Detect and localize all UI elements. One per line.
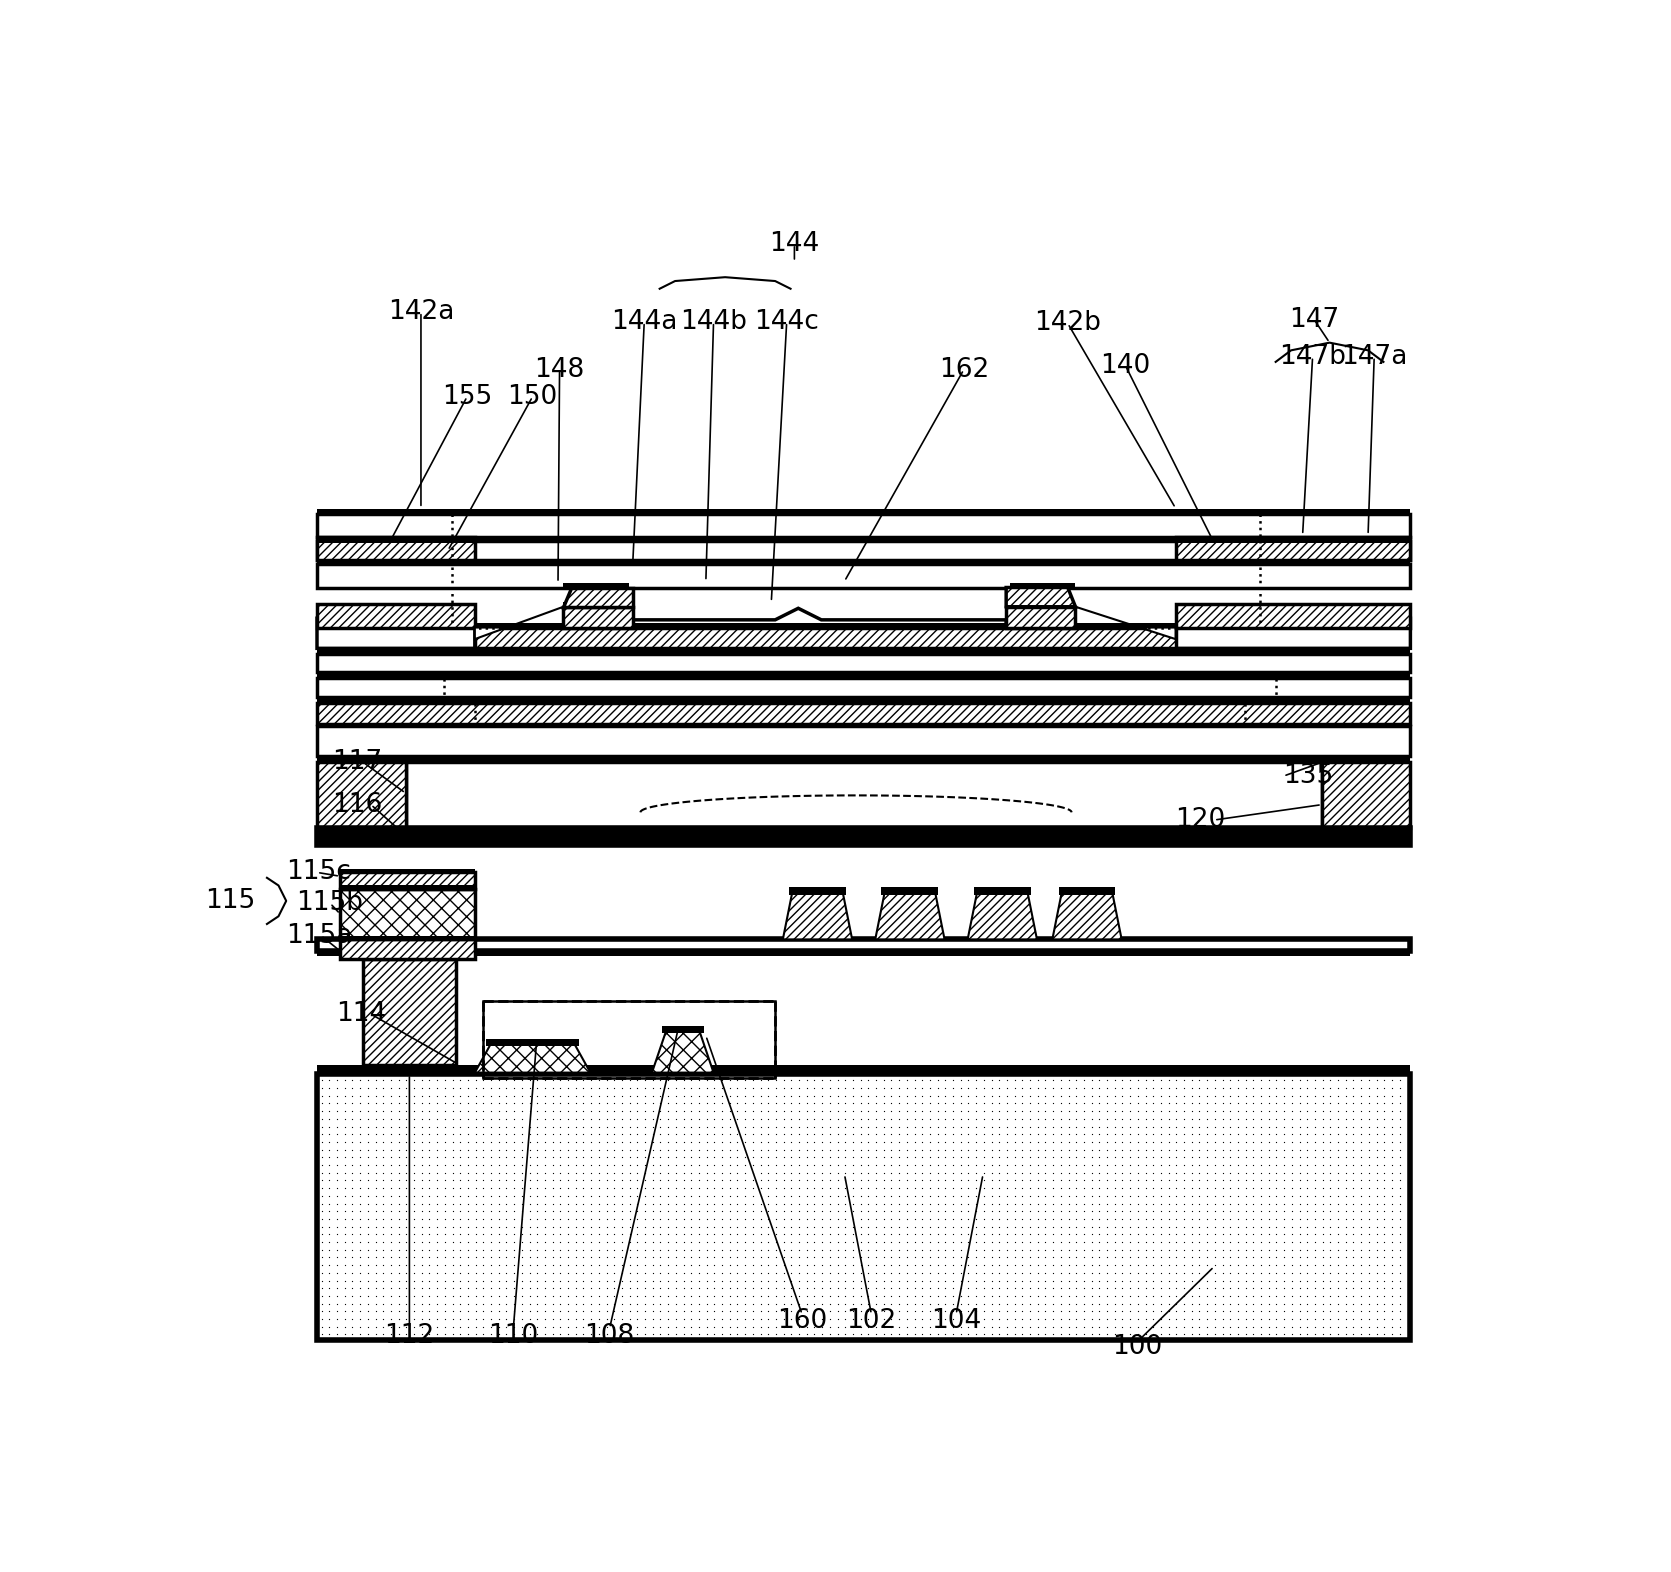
Bar [1058,887,1116,894]
Text: 115c: 115c [286,860,351,885]
Text: 147a: 147a [1342,344,1407,369]
Bar [563,583,628,588]
Text: 112: 112 [384,1324,434,1349]
Text: 144b: 144b [680,308,747,335]
Text: 115: 115 [206,888,256,913]
Bar [317,828,1410,844]
Polygon shape [475,607,563,640]
Text: 104: 104 [931,1308,981,1333]
Bar [483,1001,775,1078]
Polygon shape [475,1045,590,1072]
Polygon shape [1076,607,1176,640]
Bar [341,872,475,890]
Bar [317,560,1410,566]
Bar [1009,583,1076,588]
Text: 162: 162 [939,357,989,382]
Polygon shape [317,618,475,648]
Bar [317,541,1410,560]
Text: 150: 150 [508,384,558,410]
Bar [317,648,1410,656]
Bar [475,623,1176,629]
Polygon shape [563,607,633,627]
Text: 142b: 142b [1034,310,1101,336]
Bar [317,514,1410,536]
Text: 100: 100 [1111,1335,1161,1360]
Bar [317,1074,1410,1339]
Bar [341,869,475,874]
Text: 117: 117 [333,750,383,775]
Bar [317,564,1410,588]
Polygon shape [652,1031,714,1072]
Polygon shape [782,893,852,940]
Bar [789,887,846,894]
Bar [317,756,1410,762]
Bar [974,887,1031,894]
Bar [317,703,1410,723]
Bar [317,654,1410,673]
Bar [317,940,1410,951]
Text: 108: 108 [585,1324,635,1349]
Bar [341,940,475,959]
Bar [341,935,475,942]
Bar [317,949,1410,956]
Bar [406,759,1322,764]
Bar [341,890,475,940]
Bar [317,678,1410,696]
Text: 114: 114 [336,1001,386,1027]
Bar [317,726,1410,756]
Polygon shape [968,893,1038,940]
Bar [341,885,475,891]
Text: 110: 110 [488,1324,538,1349]
Text: 144a: 144a [612,308,677,335]
Text: 155: 155 [443,384,493,410]
Bar [881,887,939,894]
Text: 142a: 142a [388,299,455,325]
Bar [317,673,1410,679]
Bar [317,536,1410,542]
Bar [1006,602,1076,607]
Bar [1176,605,1410,627]
Polygon shape [876,893,944,940]
Bar [317,605,475,627]
Text: 102: 102 [846,1308,897,1333]
Text: 140: 140 [1101,352,1151,379]
Bar [317,509,1410,516]
Bar [317,696,1410,704]
Text: 147b: 147b [1278,344,1347,369]
Text: 148: 148 [535,357,585,382]
Bar [1176,536,1410,560]
Polygon shape [633,608,1006,627]
Text: 160: 160 [777,1308,827,1333]
Bar [317,536,475,560]
Text: 144: 144 [769,231,819,258]
Text: 120: 120 [1176,806,1227,833]
Bar [486,1039,578,1047]
Text: 135: 135 [1283,762,1333,789]
Bar [363,959,456,1064]
Bar [563,602,633,607]
Polygon shape [475,627,1176,648]
Bar [317,762,406,828]
Polygon shape [563,588,633,607]
Text: 115a: 115a [286,923,353,948]
Text: 116: 116 [333,792,383,817]
Polygon shape [1006,607,1076,627]
Polygon shape [1006,588,1076,607]
Text: 144c: 144c [754,308,819,335]
Text: 147: 147 [1288,307,1338,333]
Bar [1322,762,1410,828]
Bar [317,723,1410,728]
Bar [406,762,1322,828]
Text: 115b: 115b [296,890,363,916]
Bar [662,1025,703,1033]
Bar [317,828,1410,844]
Bar [317,1064,1410,1074]
Polygon shape [1176,618,1410,648]
Polygon shape [1053,893,1121,940]
